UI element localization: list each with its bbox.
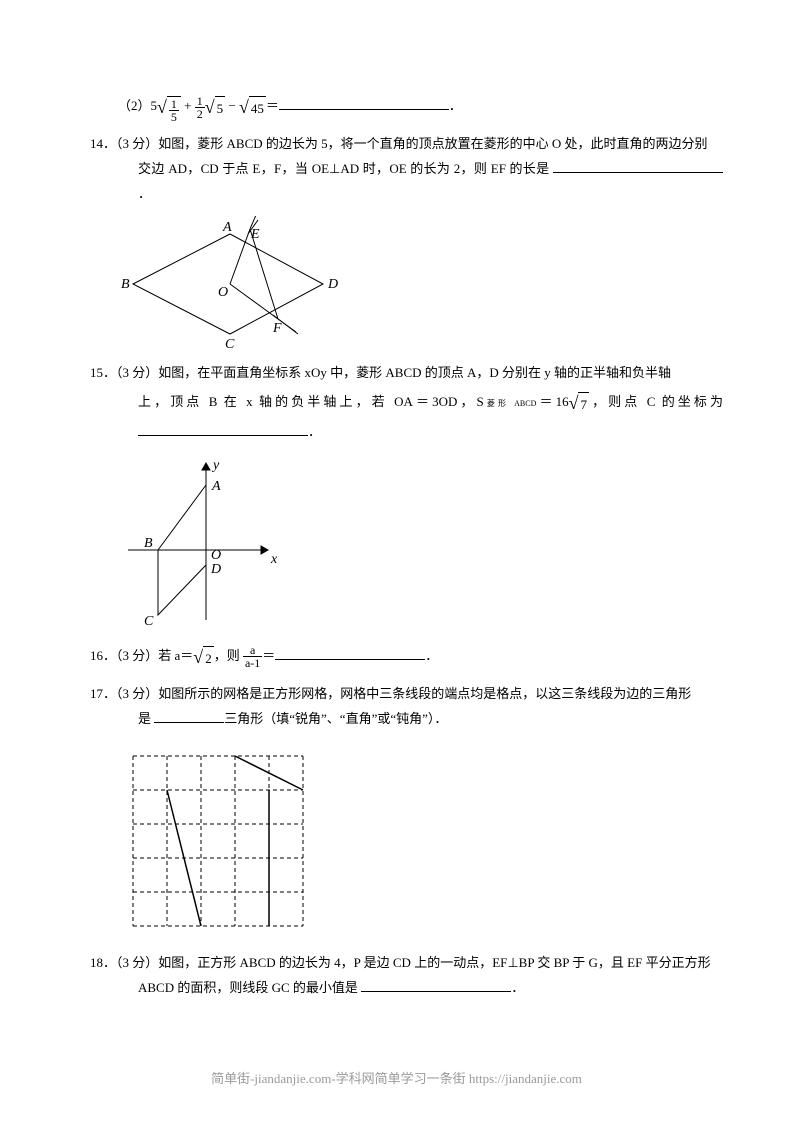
plus: + (184, 98, 195, 113)
q14-text1: 如图，菱形 ABCD 的边长为 5，将一个直角的顶点放置在菱形的中心 O 处，此… (158, 136, 707, 151)
q14-line2: 交边 AD，CD 于点 E，F，当 OE⊥AD 时，OE 的长为 2，则 EF … (90, 157, 723, 206)
q13-2-line: （2）515 + 125 − 45＝ ． (90, 90, 723, 124)
q16-texta: 若 a＝ (158, 648, 193, 663)
question-13-part2: （2）515 + 125 − 45＝ ． (90, 90, 723, 124)
q13-2-prefix: （2）5 (118, 98, 157, 113)
q14-label: 14．（3 分） (90, 136, 158, 151)
svg-text:y: y (211, 458, 220, 473)
svg-text:B: B (121, 277, 130, 292)
q13-2-suffix: ． (449, 98, 462, 113)
q17-text2b: 三角形（填“锐角”、“直角”或“钝角”）． (224, 711, 447, 726)
q17-line1: 17．（3 分）如图所示的网格是正方形网格，网格中三条线段的端点均是格点，以这三… (90, 682, 723, 707)
svg-text:x: x (270, 552, 278, 567)
q18-line1: 18．（3 分）如图，正方形 ABCD 的边长为 4，P 是边 CD 上的一动点… (90, 951, 723, 976)
q15-line2: 上，顶点 B 在 x 轴的负半轴上，若 OA＝3OD，S菱形 ABCD＝167，… (90, 386, 723, 445)
q14-suffix: ． (138, 186, 151, 201)
q18-text2: ABCD 的面积，则线段 GC 的最小值是 (138, 980, 358, 995)
svg-text:O: O (211, 548, 221, 563)
q15-text1: 如图，在平面直角坐标系 xOy 中，菱形 ABCD 的顶点 A，D 分别在 y … (158, 365, 671, 380)
q15-suffix: ． (308, 424, 321, 439)
minus: − (228, 98, 239, 113)
q17-text2a: 是 (138, 711, 151, 726)
q16-blank (275, 646, 425, 660)
svg-text:F: F (272, 321, 282, 336)
q18-label: 18．（3 分） (90, 955, 158, 970)
frac-a-a1: aa-1 (243, 644, 262, 669)
sqrt-1-5: 15 (157, 90, 181, 124)
sqrt-7: 7 (569, 386, 589, 420)
frac-1-2: 12 (195, 95, 205, 120)
sqrt-5: 5 (205, 90, 225, 124)
q17-label: 17．（3 分） (90, 686, 158, 701)
q15-text2d: ，则点 C 的坐标为 (589, 394, 723, 409)
svg-text:E: E (250, 227, 260, 242)
q16-textb: ，则 (214, 648, 240, 663)
q14-blank (553, 159, 723, 173)
q18-line2: ABCD 的面积，则线段 GC 的最小值是 ． (90, 976, 723, 1001)
svg-text:C: C (144, 614, 154, 629)
q15-label: 15．（3 分） (90, 365, 158, 380)
q15-text2b: ＝16 (536, 394, 568, 409)
q16-line: 16．（3 分）若 a＝2，则 aa-1＝ ． (90, 640, 723, 674)
question-17: 17．（3 分）如图所示的网格是正方形网格，网格中三条线段的端点均是格点，以这三… (90, 682, 723, 941)
sqrt-2: 2 (193, 640, 213, 674)
q17-line2: 是 三角形（填“锐角”、“直角”或“钝角”）． (90, 707, 723, 732)
question-18: 18．（3 分）如图，正方形 ABCD 的边长为 4，P 是边 CD 上的一动点… (90, 951, 723, 1000)
sqrt-45: 45 (239, 90, 266, 124)
q17-blank (154, 708, 224, 722)
q17-text1: 如图所示的网格是正方形网格，网格中三条线段的端点均是格点，以这三条线段为边的三角… (158, 686, 691, 701)
q18-suffix: ． (511, 980, 524, 995)
svg-text:O: O (218, 285, 228, 300)
q14-text2: 交边 AD，CD 于点 E，F，当 OE⊥AD 时，OE 的长为 2，则 EF … (138, 161, 549, 176)
q15-blank (138, 422, 308, 436)
footer-text: 简单街-jiandanjie.com-学科网简单学习一条街 https://ji… (211, 1071, 582, 1086)
svg-text:D: D (210, 562, 221, 577)
page-root: （2）515 + 125 − 45＝． 14．（3 分）如图，菱形 ABCD 的… (0, 0, 793, 1122)
page-footer: 简单街-jiandanjie.com-学科网简单学习一条街 https://ji… (0, 1067, 793, 1092)
svg-text:D: D (327, 277, 338, 292)
q14-line1: 14．（3 分）如图，菱形 ABCD 的边长为 5，将一个直角的顶点放置在菱形的… (90, 132, 723, 157)
q15-text2a: 上，顶点 B 在 x 轴的负半轴上，若 OA＝3OD，S (138, 394, 484, 409)
q18-text1: 如图，正方形 ABCD 的边长为 4，P 是边 CD 上的一动点，EF⊥BP 交… (158, 955, 710, 970)
q13-2-eq: ＝ (266, 98, 279, 113)
q16-suffix: ． (425, 648, 438, 663)
q14-figure: A E B D C O F (118, 216, 723, 351)
q15-line1: 15．（3 分）如图，在平面直角坐标系 xOy 中，菱形 ABCD 的顶点 A，… (90, 361, 723, 386)
svg-text:A: A (222, 220, 232, 235)
q15-figure: y x A B O D C (118, 455, 723, 630)
question-14: 14．（3 分）如图，菱形 ABCD 的边长为 5，将一个直角的顶点放置在菱形的… (90, 132, 723, 351)
question-15: 15．（3 分）如图，在平面直角坐标系 xOy 中，菱形 ABCD 的顶点 A，… (90, 361, 723, 630)
q13-2-blank (279, 96, 449, 110)
q17-figure (118, 741, 723, 941)
q18-blank (361, 978, 511, 992)
q16-label: 16．（3 分） (90, 648, 158, 663)
q15-sub: 菱形 ABCD (484, 399, 537, 408)
q16-textc: ＝ (262, 648, 275, 663)
svg-text:B: B (144, 536, 153, 551)
svg-text:A: A (211, 479, 221, 494)
question-16: 16．（3 分）若 a＝2，则 aa-1＝ ． (90, 640, 723, 674)
svg-text:C: C (225, 337, 235, 351)
